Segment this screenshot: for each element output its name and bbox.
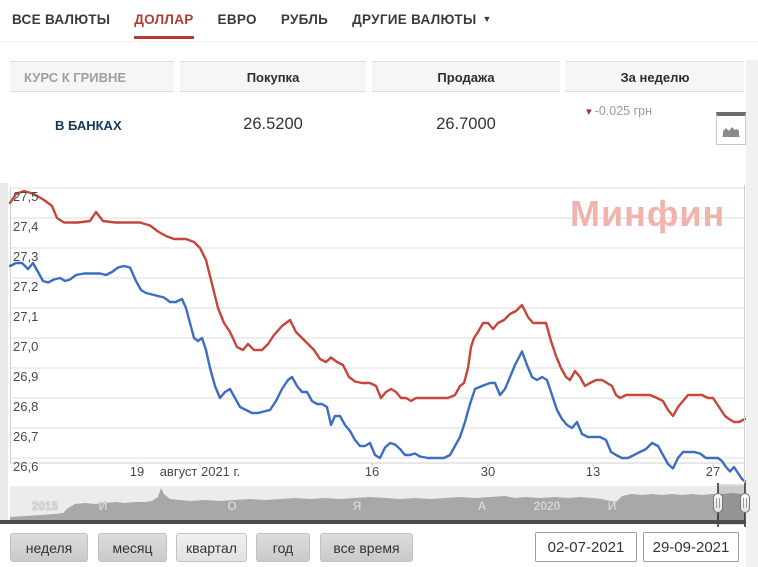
chevron-down-icon: ▼: [482, 14, 492, 24]
date-from-input[interactable]: [535, 532, 637, 562]
x-axis-tick: 19: [129, 464, 145, 479]
x-axis-tick: 13: [585, 464, 601, 479]
range-navigator[interactable]: [0, 483, 758, 527]
navigator-left-handle[interactable]: [713, 493, 723, 513]
right-edge-strip: [746, 60, 758, 567]
y-axis-tick: 27,0: [13, 339, 39, 354]
navigator-area: [10, 488, 745, 522]
y-axis-tick: 27,1: [13, 309, 39, 324]
y-axis-tick: 26,9: [13, 369, 39, 384]
x-axis-tick: 16: [364, 464, 380, 479]
column-header-currency: КУРС К ГРИВНЕ: [10, 61, 174, 92]
navigator-tick: 2015: [31, 499, 59, 513]
navigator-right-handle[interactable]: [740, 493, 750, 513]
range-button-year[interactable]: год: [256, 533, 310, 562]
rate-chart[interactable]: [0, 183, 758, 485]
week-change-value: -0.025 грн: [594, 104, 652, 118]
tab-ruble[interactable]: РУБЛЬ: [280, 12, 329, 27]
range-button-week[interactable]: неделя: [10, 533, 88, 562]
tab-other-currencies-label: ДРУГИЕ ВАЛЮТЫ: [352, 12, 477, 27]
y-axis-tick: 27,3: [13, 249, 39, 264]
plot-right-border: [744, 185, 745, 483]
y-axis-tick: 26,8: [13, 399, 39, 414]
y-axis-tick: 26,7: [13, 429, 39, 444]
column-header-week: За неделю: [566, 61, 744, 92]
column-header-sell: Продажа: [372, 61, 560, 92]
range-button-alltime[interactable]: все время: [320, 533, 413, 562]
series-line-покупка: [8, 261, 748, 484]
arrow-down-icon: ▾: [586, 106, 592, 118]
navigator-tick: 2020: [533, 499, 561, 513]
y-axis-tick: 27,4: [13, 219, 39, 234]
minfin-watermark: Минфин: [570, 193, 726, 234]
tab-other-currencies[interactable]: ДРУГИЕ ВАЛЮТЫ ▼: [352, 0, 492, 39]
date-to-input[interactable]: [643, 532, 739, 562]
y-axis-tick: 26,6: [13, 459, 39, 474]
week-change: ▾ -0.025 грн: [556, 104, 652, 118]
tab-euro[interactable]: ЕВРО: [217, 12, 257, 27]
x-axis-tick: 27: [705, 464, 721, 479]
column-header-buy: Покупка: [180, 61, 366, 92]
range-button-quarter[interactable]: квартал: [176, 533, 247, 562]
chart-type-button[interactable]: [716, 112, 746, 145]
tab-all-currencies[interactable]: ВСЕ ВАЛЮТЫ: [12, 12, 111, 27]
tab-dollar[interactable]: ДОЛЛАР: [134, 0, 194, 39]
navigator-tick: А: [477, 499, 487, 513]
y-axis-tick: 27,2: [13, 279, 39, 294]
navigator-tick: И: [98, 499, 108, 513]
series-line-продажа: [8, 189, 747, 424]
range-button-month[interactable]: месяц: [98, 533, 167, 562]
area-chart-icon: [722, 126, 740, 137]
left-edge-strip: [0, 183, 8, 524]
buy-rate-value: 26.5200: [243, 115, 303, 133]
navigator-tick: Я: [352, 499, 362, 513]
x-axis-tick: 30: [480, 464, 496, 479]
row-label-banks-link[interactable]: В БАНКАХ: [55, 118, 122, 133]
sell-rate-value: 26.7000: [436, 115, 496, 133]
currency-tabbar: ВСЕ ВАЛЮТЫ ДОЛЛАР ЕВРО РУБЛЬ ДРУГИЕ ВАЛЮ…: [0, 0, 758, 42]
navigator-tick: О: [227, 499, 237, 513]
navigator-bottom-bar: [0, 520, 746, 524]
navigator-tick: И: [607, 499, 617, 513]
y-axis-tick: 27,5: [13, 189, 39, 204]
x-axis-tick: август 2021 г.: [159, 464, 241, 479]
